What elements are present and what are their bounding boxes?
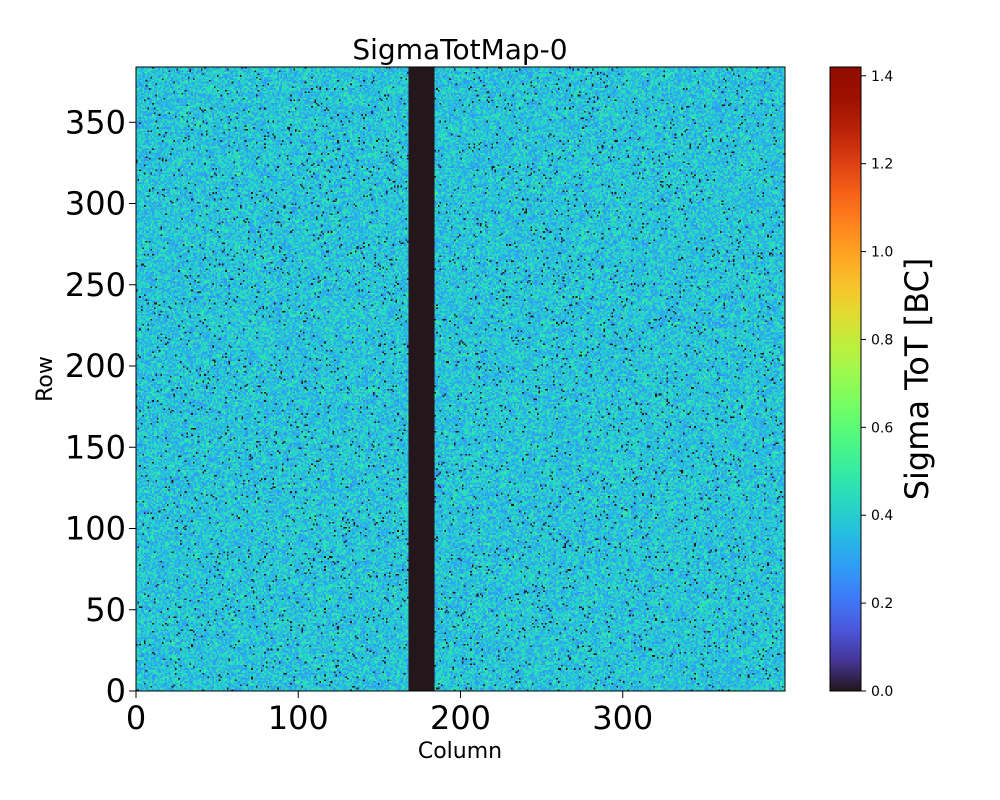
x-tick-label: 200 bbox=[430, 699, 491, 737]
y-tick-label: 100 bbox=[65, 510, 126, 548]
colorbar-tick-label: 1.0 bbox=[871, 245, 893, 261]
x-axis-ticks: 0 100 200 300 bbox=[126, 691, 653, 737]
colorbar-tick-label: 0.4 bbox=[871, 508, 893, 524]
chart-title: SigmaTotMap-0 bbox=[352, 33, 567, 66]
colorbar-tick-label: 0.8 bbox=[871, 332, 893, 348]
colorbar-ticks: 0.0 0.2 0.4 0.6 0.8 1.0 1.2 1.4 bbox=[861, 69, 893, 700]
x-tick-label: 300 bbox=[592, 699, 653, 737]
heatmap-area bbox=[135, 66, 786, 692]
y-tick-label: 200 bbox=[65, 347, 126, 385]
colorbar-tick-label: 0.2 bbox=[871, 596, 893, 612]
colorbar-gradient bbox=[829, 66, 862, 692]
y-tick-label: 150 bbox=[65, 428, 126, 466]
colorbar-tick-label: 0.6 bbox=[871, 420, 893, 436]
y-tick-label: 250 bbox=[65, 266, 126, 304]
y-tick-label: 0 bbox=[106, 672, 126, 710]
x-tick-label: 0 bbox=[126, 699, 146, 737]
colorbar-label: Sigma ToT [BC] bbox=[898, 258, 936, 501]
y-tick-label: 300 bbox=[65, 185, 126, 223]
colorbar-tick-label: 1.2 bbox=[871, 157, 893, 173]
dead-column-band bbox=[408, 67, 435, 691]
colorbar: 0.0 0.2 0.4 0.6 0.8 1.0 1.2 1.4 Sigma ToT [BC] bbox=[829, 66, 936, 700]
y-tick-label: 50 bbox=[85, 591, 126, 629]
colorbar-tick-label: 0.0 bbox=[871, 684, 893, 700]
y-axis-label: Row bbox=[33, 356, 58, 402]
x-tick-label: 100 bbox=[268, 699, 329, 737]
y-axis-ticks: 0 50 100 150 200 250 300 350 bbox=[65, 103, 136, 710]
y-tick-label: 350 bbox=[65, 103, 126, 141]
x-axis-label: Column bbox=[418, 739, 502, 764]
colorbar-tick-label: 1.4 bbox=[871, 69, 893, 85]
heatmap-image bbox=[136, 67, 785, 691]
